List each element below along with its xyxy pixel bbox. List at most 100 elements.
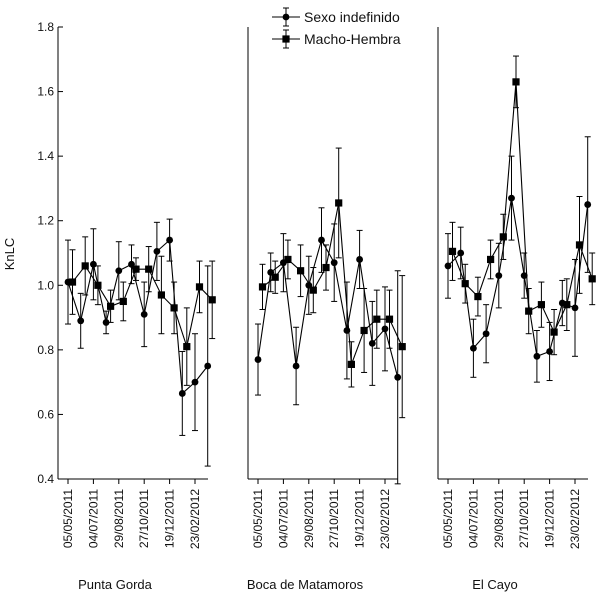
data-point-square	[107, 302, 115, 310]
legend-marker-square	[282, 35, 290, 43]
data-point-circle	[254, 356, 262, 363]
data-point-square	[487, 255, 495, 264]
y-tick-label: 1.0	[37, 278, 54, 292]
x-tick-label: 23/02/2012	[568, 489, 582, 549]
data-point-square	[373, 315, 381, 323]
data-point-square	[461, 280, 469, 288]
data-point-square	[170, 304, 178, 312]
data-point-square	[145, 265, 153, 273]
data-point-square	[119, 297, 127, 306]
data-point-square	[448, 247, 457, 255]
y-tick-label: 1.6	[37, 85, 54, 99]
series-macho-hembra	[68, 236, 216, 386]
data-point-square	[157, 291, 165, 299]
data-point-square	[474, 292, 482, 301]
data-point-square	[575, 241, 584, 249]
x-tick-label: 05/05/2011	[251, 489, 265, 548]
y-tick-label: 1.2	[37, 214, 54, 228]
legend-label: Macho-Hembra	[304, 31, 401, 47]
data-point-circle	[191, 378, 199, 386]
y-tick-label: 0.6	[37, 407, 54, 421]
data-point-square	[258, 283, 267, 291]
data-point-square	[588, 275, 596, 283]
data-point-circle	[394, 373, 402, 381]
x-tick-label: 04/07/2011	[276, 489, 290, 548]
data-point-circle	[495, 272, 503, 279]
data-point-circle	[318, 236, 325, 244]
panel-site-label: Punta Gorda	[78, 577, 152, 592]
data-point-square	[284, 255, 292, 264]
data-point-square	[335, 199, 343, 207]
series-line	[451, 81, 593, 334]
data-point-square	[195, 283, 204, 291]
x-tick-label: 23/02/2012	[378, 489, 392, 549]
x-tick-label: 29/08/2011	[492, 489, 506, 548]
x-tick-label: 05/05/2011	[441, 489, 455, 548]
data-point-square	[208, 296, 216, 304]
x-tick-label: 19/12/2011	[163, 489, 177, 548]
legend: Sexo indefinido Macho-Hembra	[272, 7, 401, 49]
data-point-square	[499, 233, 507, 241]
panel-site-label: El Cayo	[472, 577, 518, 592]
data-point-square	[81, 262, 89, 270]
data-point-circle	[140, 310, 148, 318]
x-tick-label: 04/07/2011	[86, 489, 100, 548]
x-tick-label: 29/08/2011	[302, 489, 316, 548]
legend-marker-circle	[282, 13, 290, 21]
data-point-square	[309, 286, 317, 294]
x-tick-label: 04/07/2011	[466, 489, 480, 548]
series-macho-hembra	[448, 55, 596, 356]
data-point-circle	[166, 236, 174, 244]
data-point-square	[360, 326, 368, 335]
series-sexo-indefinido	[64, 218, 212, 467]
data-point-square	[385, 315, 394, 323]
data-point-square	[322, 263, 330, 272]
data-point-square	[398, 343, 406, 351]
data-point-circle	[571, 304, 579, 312]
data-point-square	[550, 328, 558, 336]
data-point-circle	[368, 340, 376, 347]
data-point-circle	[90, 260, 97, 268]
data-point-circle	[546, 348, 553, 355]
x-tick-label: 19/12/2011	[353, 489, 367, 548]
series-sexo-indefinido	[254, 207, 402, 485]
data-point-circle	[381, 325, 389, 333]
data-point-circle	[584, 201, 592, 208]
data-point-circle	[444, 262, 452, 270]
data-point-square	[183, 343, 191, 351]
panel-3: 05/05/2011 04/07/2011 29/08/2011 27/10/2011…	[437, 27, 596, 592]
y-tick-label: 1.4	[37, 149, 54, 163]
y-tick-label: 0.4	[37, 472, 54, 486]
x-tick-label: 05/05/2011	[61, 489, 75, 548]
data-point-circle	[115, 267, 123, 275]
x-tick-label: 29/08/2011	[112, 489, 126, 548]
data-point-circle	[178, 390, 186, 397]
y-axis-label: KnLC	[2, 238, 17, 271]
data-point-square	[563, 301, 571, 309]
x-tick-label: 23/02/2012	[188, 489, 202, 549]
data-point-circle	[292, 362, 300, 370]
data-point-circle	[520, 272, 528, 279]
data-point-circle	[153, 247, 161, 255]
panels: 05/05/2011 04/07/2011 29/08/2011 27/10/2011…	[57, 27, 596, 592]
x-tick-label: 27/10/2011	[137, 489, 151, 548]
series-line	[447, 198, 589, 358]
data-point-square	[525, 307, 533, 315]
data-point-circle	[457, 249, 465, 257]
data-point-circle	[330, 259, 338, 267]
legend-label: Sexo indefinido	[304, 9, 400, 25]
data-point-square	[94, 281, 102, 289]
x-tick-label: 19/12/2011	[543, 489, 557, 548]
data-point-circle	[482, 330, 490, 338]
data-point-circle	[77, 317, 85, 325]
panel-1: 05/05/2011 04/07/2011 29/08/2011 27/10/2011…	[57, 27, 216, 592]
data-point-square	[297, 267, 305, 275]
data-point-square	[347, 360, 355, 368]
data-point-circle	[533, 352, 541, 360]
panel-2: 05/05/2011 04/07/2011 29/08/2011 27/10/2011…	[247, 27, 406, 592]
data-point-square	[512, 78, 520, 86]
data-point-circle	[102, 319, 110, 326]
x-tick-label: 27/10/2011	[327, 489, 341, 548]
data-point-circle	[356, 256, 363, 263]
